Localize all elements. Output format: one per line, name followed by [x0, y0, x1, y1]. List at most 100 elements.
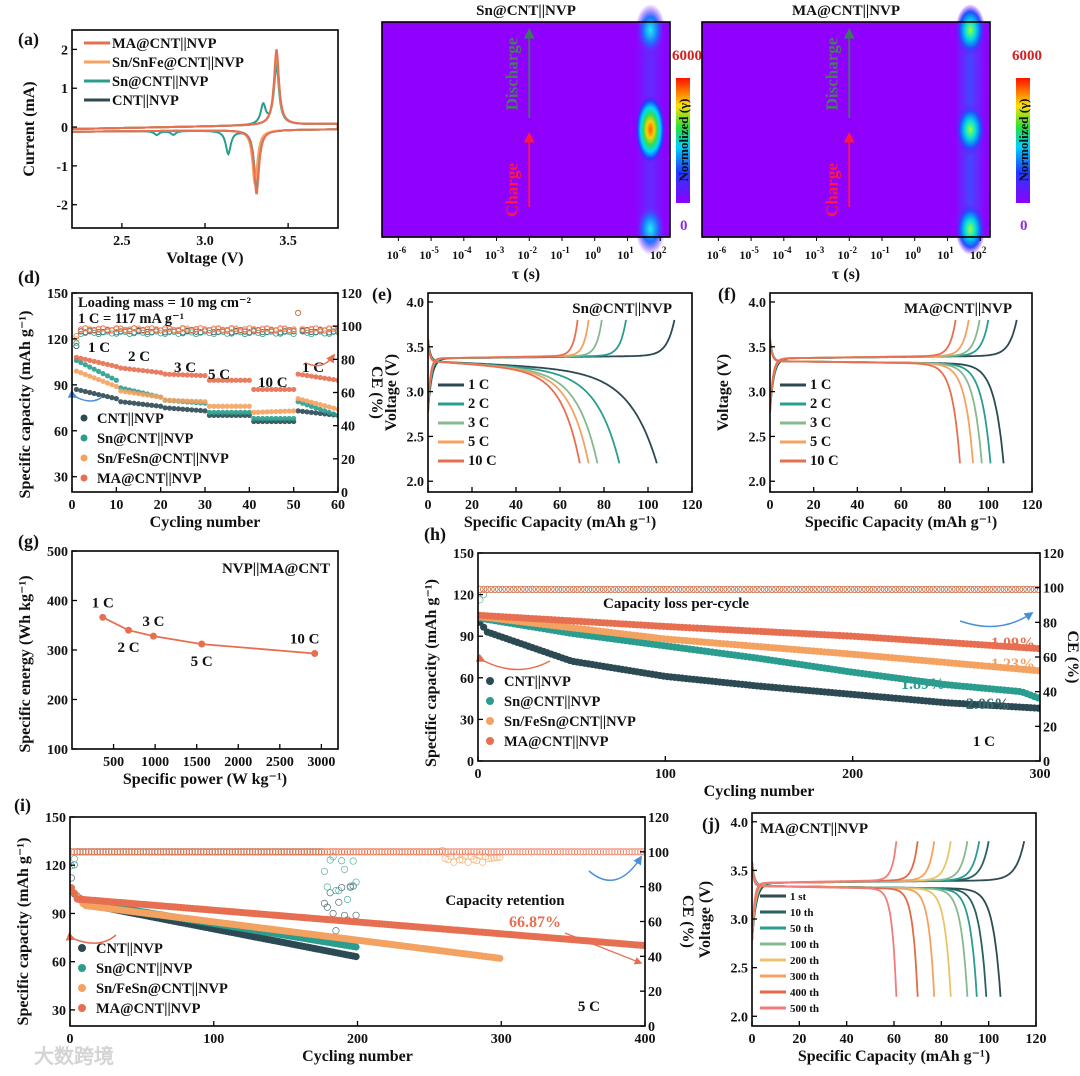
- capacity-point: [317, 406, 323, 412]
- capacity-point: [273, 415, 279, 422]
- ce-point: [240, 848, 248, 856]
- y-axis-label: Voltage (V): [697, 881, 714, 958]
- ce-point: [260, 848, 268, 856]
- ce-point: [571, 848, 579, 856]
- ce-point: [499, 848, 507, 856]
- ce-point: [338, 857, 346, 865]
- ce-point: [821, 585, 829, 593]
- capacity-point: [109, 395, 115, 401]
- legend-label: Sn@CNT||NVP: [112, 74, 209, 90]
- ce-point: [223, 848, 231, 856]
- ce-point: [596, 585, 604, 593]
- ce-point: [290, 326, 297, 333]
- y2-tick-label: 20: [1043, 720, 1057, 735]
- ce-point: [937, 585, 945, 593]
- ce-point: [530, 848, 538, 856]
- ce-point: [716, 585, 724, 593]
- y-axis-label: Specific energy (Wh kg⁻¹): [17, 575, 34, 752]
- capacity-point: [304, 402, 310, 408]
- capacity-point: [295, 371, 301, 377]
- ce-point: [99, 848, 107, 856]
- ce-point: [309, 848, 317, 856]
- y2-tick-label: 60: [648, 916, 662, 931]
- ce-point: [361, 848, 369, 856]
- y2-tick-label: 20: [341, 453, 355, 468]
- capacity-point: [96, 368, 102, 375]
- heatmap-background: [702, 22, 990, 237]
- legend-label: 2 C: [810, 396, 831, 412]
- x-tick-label: 10-4: [452, 245, 472, 262]
- capacity-point: [277, 386, 283, 393]
- capacity-point: [144, 368, 150, 374]
- capacity-point: [91, 390, 97, 397]
- ce-point: [553, 848, 561, 856]
- ce-point: [464, 858, 472, 866]
- plot-frame: [381, 21, 671, 238]
- plot-area: [752, 840, 1026, 997]
- ce-point: [565, 848, 573, 856]
- capacity-point: [260, 386, 266, 393]
- ce-point: [566, 585, 574, 593]
- plot-frame: [71, 292, 339, 493]
- y-axis-label: Voltage (V): [383, 354, 400, 431]
- capacity-point: [122, 365, 128, 372]
- ce-point: [955, 585, 963, 593]
- legend-marker: [78, 1004, 86, 1012]
- ce-point: [628, 848, 636, 856]
- ce-point: [952, 585, 960, 593]
- ce-point: [1004, 585, 1012, 593]
- capacity-point: [268, 386, 275, 393]
- y2-tick-label: 120: [1043, 547, 1064, 562]
- legend-label: 2 C: [468, 396, 489, 412]
- capacity-point: [104, 361, 111, 368]
- capacity-point: [149, 393, 155, 399]
- capacity-point: [118, 399, 124, 405]
- ce-point: [478, 585, 484, 593]
- ce-point: [300, 848, 308, 856]
- charge-curve: [770, 319, 970, 413]
- legend-label: MA@CNT||NVP: [504, 734, 609, 750]
- capacity-point: [189, 407, 195, 413]
- legend-label: 1 st: [790, 891, 807, 903]
- legend-label: 3 C: [468, 415, 489, 431]
- ce-point: [862, 585, 870, 593]
- heatmap-background: [382, 22, 670, 237]
- legend-marker: [78, 944, 86, 952]
- ce-point: [644, 585, 653, 593]
- y-tick-label: -2: [56, 199, 68, 214]
- ce-point: [85, 848, 93, 856]
- ce-point: [806, 585, 814, 593]
- ce-point: [461, 848, 469, 856]
- ce-point: [746, 585, 754, 593]
- capacity-point: [286, 408, 292, 414]
- ce-point: [387, 848, 395, 856]
- x-tick-label: 60: [894, 498, 908, 513]
- ce-point: [73, 848, 81, 856]
- ce-point: [484, 855, 492, 863]
- capacity-point: [73, 354, 80, 360]
- ce-point: [332, 848, 340, 856]
- ce-point: [704, 585, 712, 593]
- ce-point: [182, 848, 190, 856]
- ce-point: [217, 848, 225, 856]
- ce-point: [527, 848, 535, 856]
- y-tick-label: 500: [47, 545, 68, 560]
- charge-curve: [752, 841, 898, 942]
- capacity-point: [202, 373, 208, 379]
- capacity-point: [144, 392, 150, 398]
- ce-point: [607, 585, 615, 593]
- ce-point: [858, 585, 866, 593]
- capacity-point: [326, 404, 332, 410]
- ce-point: [545, 848, 553, 856]
- ce-point: [506, 585, 514, 593]
- capacity-point: [291, 408, 297, 414]
- capacity-point: [282, 386, 288, 393]
- y-tick-label: -1: [56, 160, 68, 175]
- data-point: [99, 613, 107, 621]
- ce-point: [738, 585, 746, 593]
- x-tick-label: 102: [970, 245, 987, 262]
- ce-point: [614, 848, 622, 856]
- x-tick-label: 3.0: [196, 234, 214, 249]
- capacity-point: [100, 360, 106, 367]
- ce-point: [495, 585, 503, 593]
